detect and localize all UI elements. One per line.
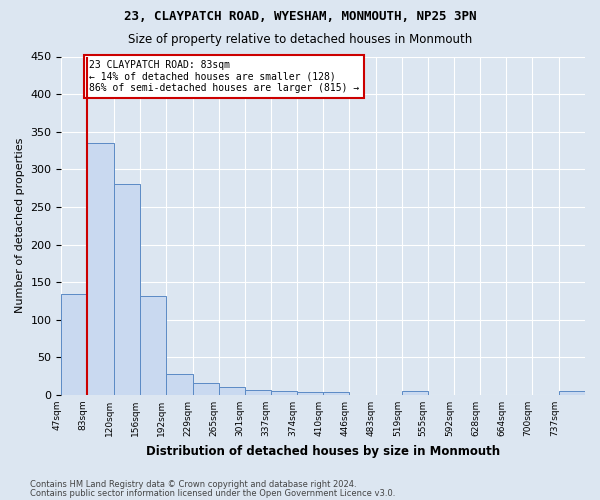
Bar <box>559 391 585 395</box>
Bar <box>193 383 218 395</box>
Bar <box>271 391 297 395</box>
Y-axis label: Number of detached properties: Number of detached properties <box>15 138 25 314</box>
Bar <box>297 392 323 395</box>
Bar <box>166 374 193 395</box>
Text: Contains public sector information licensed under the Open Government Licence v3: Contains public sector information licen… <box>30 488 395 498</box>
Bar <box>61 294 88 395</box>
Bar <box>245 390 271 395</box>
Text: 23 CLAYPATCH ROAD: 83sqm
← 14% of detached houses are smaller (128)
86% of semi-: 23 CLAYPATCH ROAD: 83sqm ← 14% of detach… <box>89 60 359 94</box>
Text: Contains HM Land Registry data © Crown copyright and database right 2024.: Contains HM Land Registry data © Crown c… <box>30 480 356 489</box>
Text: Size of property relative to detached houses in Monmouth: Size of property relative to detached ho… <box>128 32 472 46</box>
Bar <box>140 296 166 395</box>
Bar <box>323 392 349 395</box>
Bar <box>114 184 140 395</box>
Bar <box>88 143 114 395</box>
Bar <box>402 391 428 395</box>
Bar <box>218 386 245 395</box>
Text: 23, CLAYPATCH ROAD, WYESHAM, MONMOUTH, NP25 3PN: 23, CLAYPATCH ROAD, WYESHAM, MONMOUTH, N… <box>124 10 476 23</box>
X-axis label: Distribution of detached houses by size in Monmouth: Distribution of detached houses by size … <box>146 444 500 458</box>
